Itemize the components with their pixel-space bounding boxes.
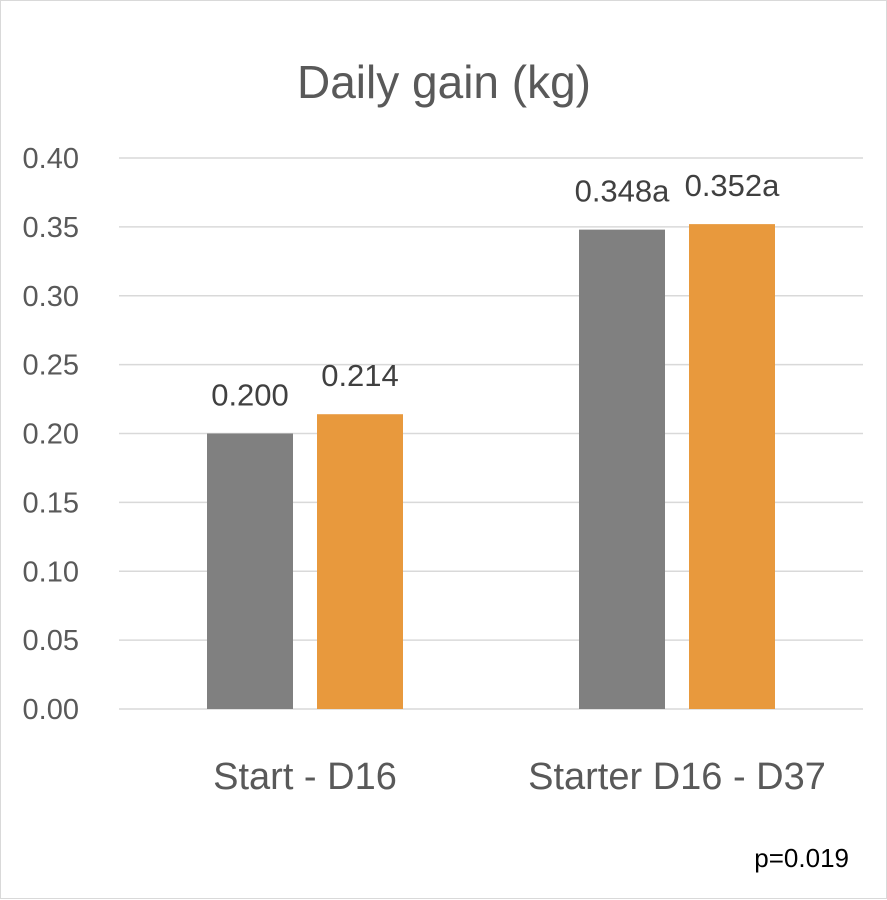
bar [317,414,403,709]
p-value-annotation: p=0.019 [754,843,849,873]
x-axis-categories: Start - D16 Starter D16 - D37 [213,756,826,798]
bar [579,229,665,709]
y-tick-label: 0.35 [23,212,79,244]
y-tick-label: 0.40 [23,143,79,175]
bar [689,224,775,709]
chart-title: Daily gain (kg) [297,56,591,108]
y-tick-label: 0.10 [23,556,79,588]
y-tick-label: 0.05 [23,625,79,657]
data-label: 0.352a [685,168,781,203]
data-labels: 0.200 0.214 0.348a 0.352a [211,168,780,412]
y-tick-label: 0.00 [23,694,79,726]
x-category-label: Starter D16 - D37 [528,756,826,798]
data-label: 0.348a [575,174,671,209]
data-label: 0.214 [321,358,399,393]
y-tick-label: 0.15 [23,487,79,519]
y-tick-label: 0.20 [23,419,79,451]
data-label: 0.200 [211,378,289,413]
x-category-label: Start - D16 [213,756,397,798]
bar [207,433,293,709]
bars [207,224,775,709]
y-axis-ticks: 0.00 0.05 0.10 0.15 0.20 0.25 0.30 0.35 0.40 [23,143,79,726]
y-tick-label: 0.30 [23,281,79,313]
y-tick-label: 0.25 [23,350,79,382]
